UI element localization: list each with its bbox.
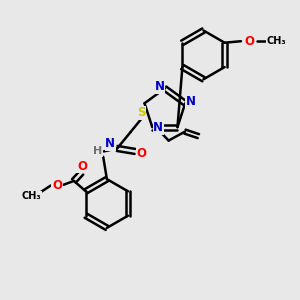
Text: O: O (77, 160, 87, 173)
Text: N: N (153, 121, 163, 134)
Text: N: N (105, 137, 115, 151)
Text: N: N (154, 80, 164, 94)
Text: O: O (136, 147, 146, 160)
Text: H: H (93, 146, 103, 156)
Text: O: O (244, 35, 254, 48)
Text: O: O (52, 179, 62, 192)
Text: CH₃: CH₃ (22, 191, 41, 201)
Text: CH₃: CH₃ (267, 36, 286, 46)
Text: N: N (186, 95, 196, 108)
Text: S: S (137, 106, 145, 119)
